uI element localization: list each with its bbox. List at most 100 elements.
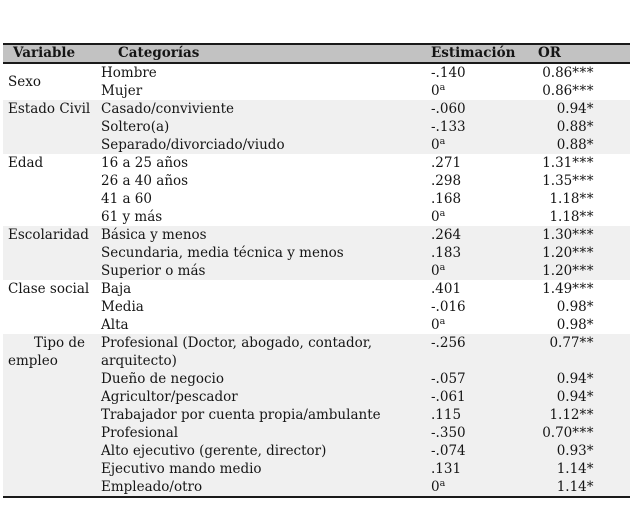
estimation-cell: -.016 xyxy=(427,298,533,316)
or-cell: 0.86*** xyxy=(533,82,630,100)
or-cell: 1.31*** xyxy=(533,154,630,172)
group-rows: Básica y menos .264 1.30*** Secundaria, … xyxy=(101,226,630,280)
or-cell: 0.93* xyxy=(533,442,630,460)
table-row: Hombre -.140 0.86*** xyxy=(101,64,630,82)
or-value: 0.98 xyxy=(556,317,587,333)
variable-group: Sexo Hombre -.140 0.86*** Mujer 0a 0.86*… xyxy=(3,64,630,100)
or-stars: *** xyxy=(572,155,594,171)
variable-group: Estado Civil Casado/conviviente -.060 0.… xyxy=(3,100,630,154)
or-value: 0.94 xyxy=(556,371,587,387)
or-stars: ** xyxy=(579,209,594,225)
variable-label: Edad xyxy=(8,155,44,171)
estimation-sup: a xyxy=(439,82,446,93)
or-cell: 0.88* xyxy=(533,136,630,154)
or-value: 1.35 xyxy=(542,173,573,189)
variable-label: Escolaridad xyxy=(8,227,89,243)
estimation-value: 0 xyxy=(431,83,440,99)
estimation-cell: -.133 xyxy=(427,118,533,136)
table-row: Empleado/otro 0a 1.14* xyxy=(101,478,630,496)
or-stars: * xyxy=(586,389,594,405)
table-row: Superior o más 0a 1.20*** xyxy=(101,262,630,280)
estimation-cell: -.074 xyxy=(427,442,533,460)
estimation-cell: .401 xyxy=(427,280,533,298)
variable-group: Edad 16 a 25 años .271 1.31*** 26 a 40 a… xyxy=(3,154,630,226)
table-row: Profesional (Doctor, abogado, contador, … xyxy=(101,334,630,370)
or-stars: *** xyxy=(572,83,594,99)
category-cell: Profesional (Doctor, abogado, contador, … xyxy=(101,335,373,369)
or-stars: * xyxy=(586,119,594,135)
group-rows: Profesional (Doctor, abogado, contador, … xyxy=(101,334,630,496)
or-cell: 1.12** xyxy=(533,406,630,424)
table-row: Soltero(a) -.133 0.88* xyxy=(101,118,630,136)
category-cell: Hombre xyxy=(101,65,157,81)
estimation-value: -.016 xyxy=(431,299,466,315)
estimation-value: .401 xyxy=(431,281,462,297)
or-cell: 0.98* xyxy=(533,316,630,334)
column-header-or: OR xyxy=(538,45,561,61)
or-value: 1.12 xyxy=(549,407,580,423)
or-stars: *** xyxy=(572,227,594,243)
or-value: 1.30 xyxy=(542,227,573,243)
category-cell: 16 a 25 años xyxy=(101,155,189,171)
variable-label: Estado Civil xyxy=(8,101,91,117)
estimation-cell: -.057 xyxy=(427,370,533,388)
estimation-cell: .271 xyxy=(427,154,533,172)
variable-label: Sexo xyxy=(8,74,41,90)
or-value: 1.14 xyxy=(556,461,587,477)
category-cell: Ejecutivo mando medio xyxy=(101,461,262,477)
group-rows: 16 a 25 años .271 1.31*** 26 a 40 años .… xyxy=(101,154,630,226)
or-cell: 0.88* xyxy=(533,118,630,136)
or-value: 1.18 xyxy=(549,209,580,225)
or-cell: 1.18** xyxy=(533,208,630,226)
or-stars: * xyxy=(586,101,594,117)
estimation-value: .264 xyxy=(431,227,462,243)
table-row: Profesional -.350 0.70*** xyxy=(101,424,630,442)
estimation-value: 0 xyxy=(431,209,440,225)
table-row: Dueño de negocio -.057 0.94* xyxy=(101,370,630,388)
estimation-value: -.060 xyxy=(431,101,466,117)
or-stars: *** xyxy=(572,281,594,297)
estimation-sup: a xyxy=(439,262,446,273)
table-row: Casado/conviviente -.060 0.94* xyxy=(101,100,630,118)
table-row: 26 a 40 años .298 1.35*** xyxy=(101,172,630,190)
table-row: Básica y menos .264 1.30*** xyxy=(101,226,630,244)
estimation-value: .183 xyxy=(431,245,462,261)
or-cell: 1.35*** xyxy=(533,172,630,190)
or-value: 1.20 xyxy=(542,245,573,261)
or-cell: 0.94* xyxy=(533,388,630,406)
category-cell: Media xyxy=(101,299,144,315)
or-stars: ** xyxy=(579,407,594,423)
estimation-cell: -.060 xyxy=(427,100,533,118)
or-value: 0.94 xyxy=(556,101,587,117)
estimation-value: -.133 xyxy=(431,119,466,135)
or-value: 0.94 xyxy=(556,389,587,405)
estimation-cell: .168 xyxy=(427,190,533,208)
group-rows: Casado/conviviente -.060 0.94* Soltero(a… xyxy=(101,100,630,154)
or-stars: *** xyxy=(572,65,594,81)
category-cell: Separado/divorciado/viudo xyxy=(101,137,285,153)
estimation-value: .115 xyxy=(431,407,462,423)
estimation-value: 0 xyxy=(431,263,440,279)
estimation-cell: .131 xyxy=(427,460,533,478)
estimation-value: 0 xyxy=(431,317,440,333)
or-cell: 0.94* xyxy=(533,100,630,118)
or-stars: ** xyxy=(579,335,594,351)
or-cell: 0.86*** xyxy=(533,64,630,82)
estimation-cell: 0a xyxy=(427,82,533,100)
or-cell: 1.14* xyxy=(533,460,630,478)
column-header-variable: Variable xyxy=(13,45,76,61)
group-rows: Hombre -.140 0.86*** Mujer 0a 0.86*** xyxy=(101,64,630,100)
table-row: Mujer 0a 0.86*** xyxy=(101,82,630,100)
column-header-categorias: Categorías xyxy=(118,45,200,61)
category-cell: Alta xyxy=(101,317,129,333)
or-cell: 0.77** xyxy=(533,334,630,352)
estimation-value: -.140 xyxy=(431,65,466,81)
variable-label: Tipo de empleo xyxy=(8,335,86,369)
table-row: Alta 0a 0.98* xyxy=(101,316,630,334)
or-value: 0.77 xyxy=(549,335,580,351)
or-cell: 1.14* xyxy=(533,478,630,496)
category-cell: Secundaria, media técnica y menos xyxy=(101,245,344,261)
or-cell: 1.30*** xyxy=(533,226,630,244)
table-row: Trabajador por cuenta propia/ambulante .… xyxy=(101,406,630,424)
table-row: 41 a 60 .168 1.18** xyxy=(101,190,630,208)
